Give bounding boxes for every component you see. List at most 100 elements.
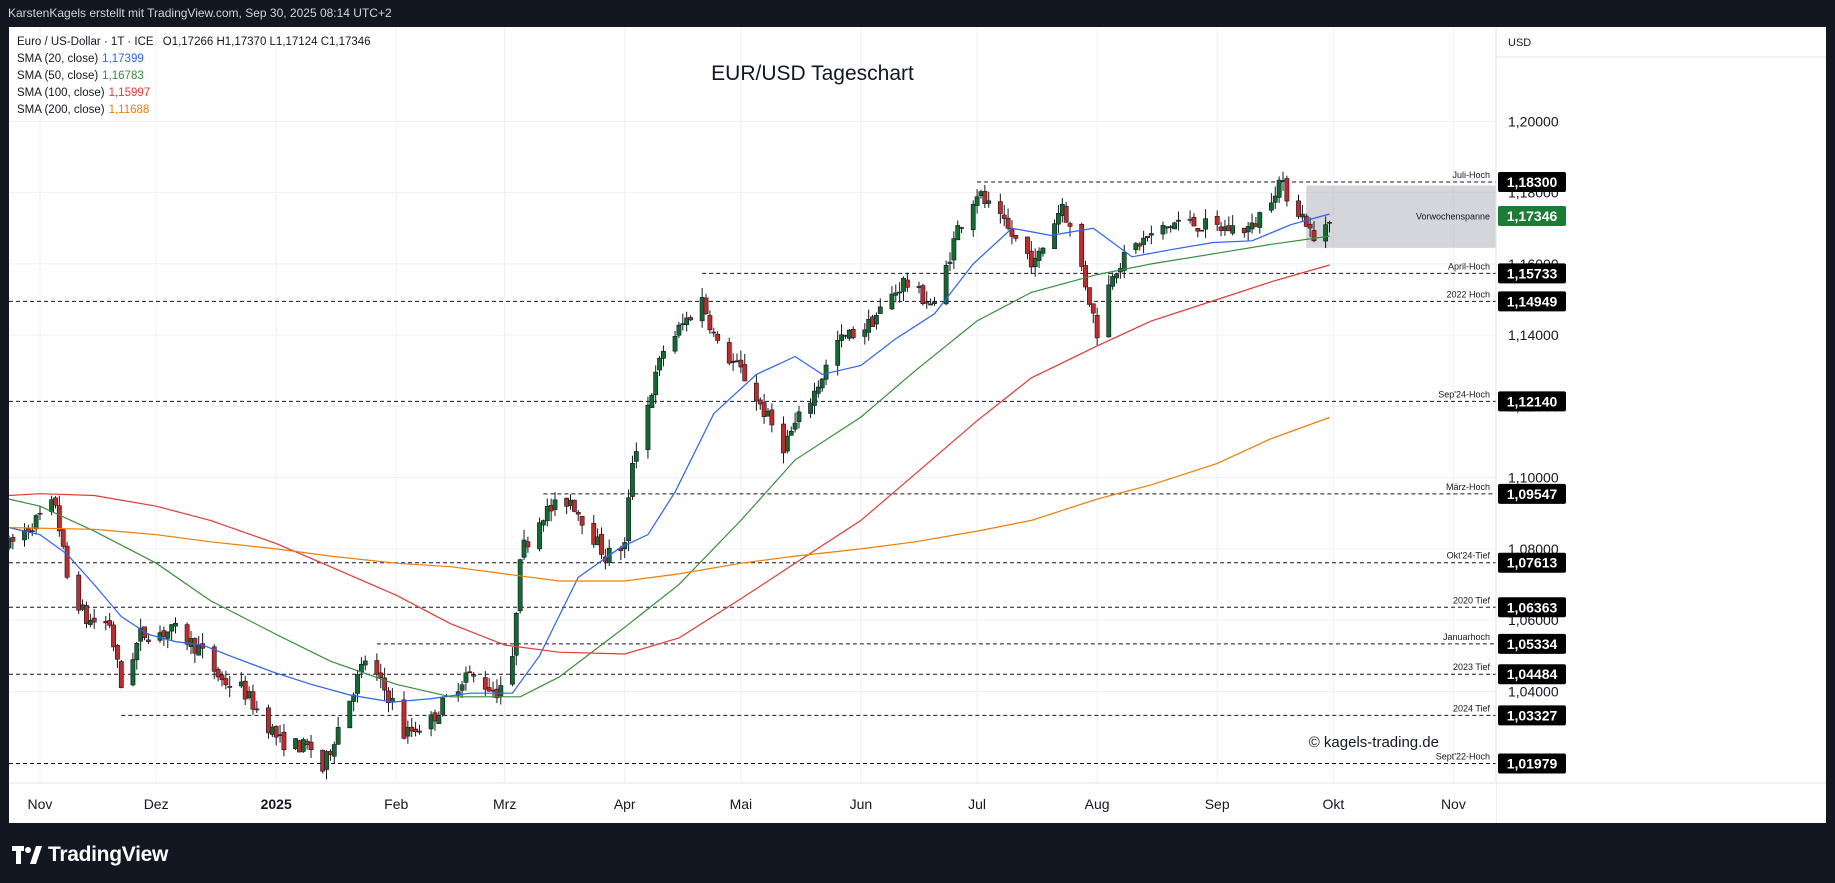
candle-body xyxy=(1191,216,1197,227)
legend-sma-50-value: 1,16783 xyxy=(102,70,144,82)
candle-body xyxy=(1145,235,1150,238)
candle-body xyxy=(812,390,817,406)
level-price-tag-text: 1,07613 xyxy=(1507,555,1558,571)
candle-body xyxy=(1001,214,1007,219)
candle-body xyxy=(1222,226,1228,231)
candle-body xyxy=(877,306,883,314)
candle xyxy=(916,281,922,294)
candle-body xyxy=(111,624,116,648)
level-price-tag: 1,15733 xyxy=(1498,263,1566,284)
candle-body xyxy=(417,730,422,733)
candle xyxy=(1226,216,1232,232)
time-tick-label: Okt xyxy=(1322,796,1344,812)
candle-body xyxy=(904,279,910,288)
legend-sma-100[interactable]: SMA (100, close) 1,15997 xyxy=(17,85,371,102)
candle-body xyxy=(730,360,736,363)
candle-body xyxy=(351,694,357,702)
level-price-tag-text: 1,09547 xyxy=(1507,486,1558,502)
candle xyxy=(1218,221,1224,237)
legend-sma-50[interactable]: SMA (50, close) 1,16783 xyxy=(17,68,371,85)
candle-body xyxy=(64,545,70,578)
candle xyxy=(901,276,906,301)
candle-body xyxy=(1067,223,1073,227)
candle xyxy=(788,426,794,436)
candle-body xyxy=(1148,233,1154,236)
candle xyxy=(254,700,260,714)
candle-body xyxy=(548,504,554,512)
candle xyxy=(1094,307,1100,346)
candle xyxy=(358,657,364,679)
candle-body xyxy=(1110,276,1116,287)
candle xyxy=(1241,227,1247,238)
candle-body xyxy=(211,646,217,672)
candle xyxy=(661,345,666,367)
candle xyxy=(947,252,953,272)
legend-symbol-row[interactable]: Euro / US-Dollar · 1T · ICE O1,17266 H1,… xyxy=(17,34,371,51)
candle-body xyxy=(684,317,690,325)
candle-body xyxy=(331,744,337,757)
candle xyxy=(1090,303,1096,324)
legend-sma-200[interactable]: SMA (200, close) 1,11688 xyxy=(17,102,371,119)
candle-body xyxy=(688,317,693,321)
candle xyxy=(192,637,198,664)
candle xyxy=(579,515,585,535)
candle-body xyxy=(490,689,496,692)
candle-body xyxy=(513,612,519,656)
candle-body xyxy=(328,751,333,755)
candle xyxy=(784,429,790,454)
candle xyxy=(1040,247,1046,257)
level-price-tag-text: 1,06363 xyxy=(1507,599,1558,615)
candle-body xyxy=(874,315,879,325)
candle-body xyxy=(552,499,558,510)
chart-frame[interactable]: Vorwochenspanne Juli-Hoch April-Hoch 2022 H… xyxy=(9,27,1826,823)
candle-body xyxy=(60,529,66,547)
candle xyxy=(331,741,337,764)
legend-sma-20-label: SMA (20, close) xyxy=(17,53,99,65)
chart-canvas[interactable]: Vorwochenspanne Juli-Hoch April-Hoch 2022 H… xyxy=(9,27,1826,823)
legend-sma-20[interactable]: SMA (20, close) 1,17399 xyxy=(17,51,371,68)
candle xyxy=(413,721,419,737)
candle-body xyxy=(107,620,113,626)
candle-body xyxy=(792,422,798,430)
candle-body xyxy=(471,674,477,677)
level-price-tag: 1,06363 xyxy=(1498,597,1566,618)
candle-body xyxy=(1214,215,1220,225)
candle-body xyxy=(297,740,302,753)
sma-line-sma-20 xyxy=(9,213,1330,703)
candle xyxy=(146,633,151,645)
candle xyxy=(1145,235,1150,242)
candle-body xyxy=(672,336,678,352)
candle-body xyxy=(661,350,666,359)
candle xyxy=(328,749,333,761)
candle xyxy=(1025,236,1030,260)
candle xyxy=(792,412,798,433)
candle xyxy=(157,625,163,643)
candle xyxy=(269,723,275,737)
candle-body xyxy=(103,621,109,624)
level-price-tag-text: 1,18300 xyxy=(1507,174,1558,190)
candle xyxy=(703,293,709,315)
candle-body xyxy=(428,714,434,730)
candle xyxy=(552,492,558,517)
candle xyxy=(277,724,283,743)
candle-body xyxy=(630,463,635,497)
candle xyxy=(1276,176,1282,203)
candle xyxy=(60,528,66,550)
candle-body xyxy=(1025,236,1030,254)
candle-body xyxy=(699,297,705,322)
candle xyxy=(293,738,298,751)
time-tick-label: Mai xyxy=(730,796,753,812)
candle xyxy=(889,286,895,310)
legend-sma-200-label: SMA (200, close) xyxy=(17,104,105,116)
candle-body xyxy=(781,423,786,454)
candle xyxy=(103,615,109,631)
current-price-tag-bg xyxy=(1498,205,1566,226)
candle-body xyxy=(266,707,271,734)
candle xyxy=(955,220,961,241)
tradingview-logo[interactable]: TradingView xyxy=(12,843,168,867)
candle-body xyxy=(889,293,895,310)
candle-body xyxy=(761,402,767,417)
candle xyxy=(932,296,937,306)
candle xyxy=(405,720,411,744)
candle xyxy=(1013,235,1019,242)
